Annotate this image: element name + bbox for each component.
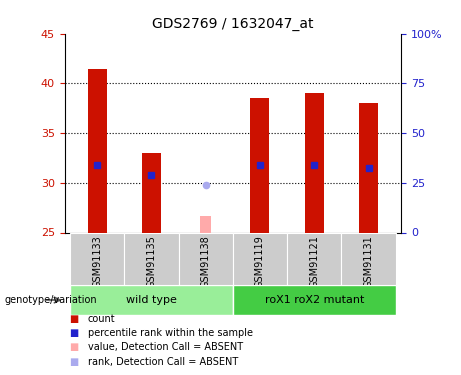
Text: ■: ■ <box>69 357 78 366</box>
Bar <box>305 93 324 232</box>
Bar <box>178 232 233 285</box>
Text: count: count <box>88 314 115 324</box>
Text: percentile rank within the sample: percentile rank within the sample <box>88 328 253 338</box>
Text: GSM91138: GSM91138 <box>201 235 211 288</box>
Text: ■: ■ <box>69 328 78 338</box>
Bar <box>359 104 378 232</box>
Bar <box>70 232 124 285</box>
Text: GSM91121: GSM91121 <box>309 235 319 288</box>
Bar <box>201 216 211 232</box>
Bar <box>233 285 396 315</box>
Text: roX1 roX2 mutant: roX1 roX2 mutant <box>265 295 364 305</box>
Bar <box>88 69 106 232</box>
Text: rank, Detection Call = ABSENT: rank, Detection Call = ABSENT <box>88 357 238 366</box>
Text: GSM91119: GSM91119 <box>255 235 265 288</box>
Text: GSM91131: GSM91131 <box>364 235 373 288</box>
Text: genotype/variation: genotype/variation <box>5 295 97 305</box>
Bar <box>142 153 161 232</box>
Bar <box>124 232 178 285</box>
Text: GSM91133: GSM91133 <box>92 235 102 288</box>
Text: value, Detection Call = ABSENT: value, Detection Call = ABSENT <box>88 342 242 352</box>
Bar <box>233 232 287 285</box>
Bar <box>341 232 396 285</box>
Text: GSM91135: GSM91135 <box>147 235 156 288</box>
Bar <box>70 285 233 315</box>
Text: ■: ■ <box>69 342 78 352</box>
Text: wild type: wild type <box>126 295 177 305</box>
Text: ■: ■ <box>69 314 78 324</box>
Bar <box>250 98 269 232</box>
Bar <box>287 232 341 285</box>
Title: GDS2769 / 1632047_at: GDS2769 / 1632047_at <box>152 17 313 32</box>
